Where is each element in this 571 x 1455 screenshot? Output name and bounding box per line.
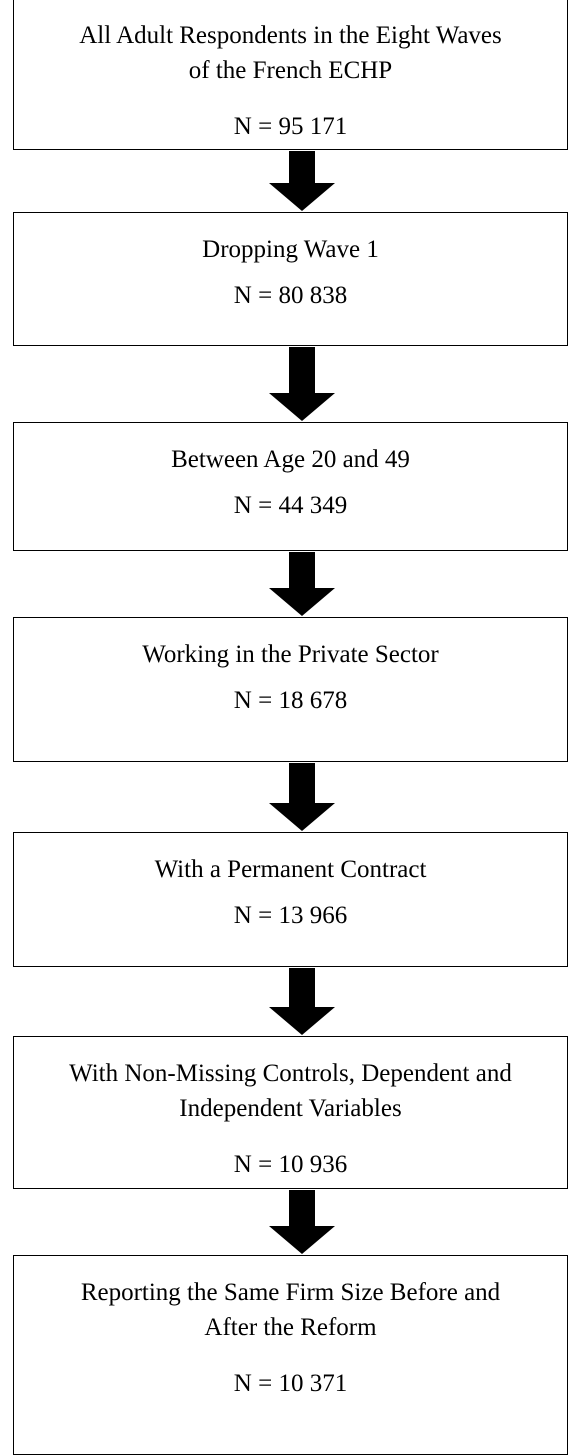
box-count: N = 10 371 (233, 1370, 348, 1397)
flow-box: Reporting the Same Firm Size Before and A… (13, 1255, 568, 1455)
box-label: With Non-Missing Controls, Dependent and (69, 1060, 512, 1087)
box-count: N = 44 349 (233, 492, 348, 519)
box-label: All Adult Respondents in the Eight Waves (79, 22, 502, 49)
box-label: Between Age 20 and 49 (171, 446, 410, 473)
arrows-layer (269, 151, 335, 1254)
box-count: N = 18 678 (233, 687, 348, 714)
box-label: Dropping Wave 1 (202, 236, 379, 263)
flow-arrow (269, 151, 335, 211)
box-count: N = 10 936 (233, 1151, 348, 1178)
flow-box: Between Age 20 and 49 N = 44 349 (13, 422, 568, 551)
box-label: After the Reform (204, 1314, 377, 1341)
box-label: Working in the Private Sector (142, 641, 439, 668)
box-count: N = 95 171 (233, 113, 348, 140)
box-label: Reporting the Same Firm Size Before and (80, 1279, 501, 1306)
box-count: N = 80 838 (233, 282, 348, 309)
box-count: N = 13 966 (233, 902, 348, 929)
flow-box: With Non-Missing Controls, Dependent and… (13, 1036, 568, 1189)
flowchart-page: (() => { const data = JSON.parse(documen… (13, 0, 568, 1455)
box-label: of the French ECHP (188, 57, 393, 84)
flow-arrow (269, 1190, 335, 1254)
flow-box: All Adult Respondents in the Eight Waves… (13, 0, 568, 150)
flow-arrow (269, 968, 335, 1035)
box-label: Independent Variables (179, 1095, 402, 1122)
flow-arrow (269, 763, 335, 831)
flow-box: Dropping Wave 1 N = 80 838 (13, 212, 568, 346)
flow-arrow (269, 552, 335, 616)
flow-arrow (269, 347, 335, 421)
box-label: With a Permanent Contract (154, 856, 427, 883)
flow-box: With a Permanent Contract N = 13 966 (13, 832, 568, 967)
flow-box: Working in the Private Sector N = 18 678 (13, 617, 568, 762)
